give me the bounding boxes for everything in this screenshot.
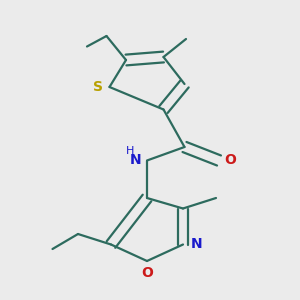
Text: H: H: [126, 146, 135, 157]
Text: N: N: [191, 238, 202, 251]
Text: N: N: [130, 154, 141, 167]
Text: O: O: [224, 154, 236, 167]
Text: S: S: [93, 80, 103, 94]
Text: O: O: [141, 266, 153, 280]
